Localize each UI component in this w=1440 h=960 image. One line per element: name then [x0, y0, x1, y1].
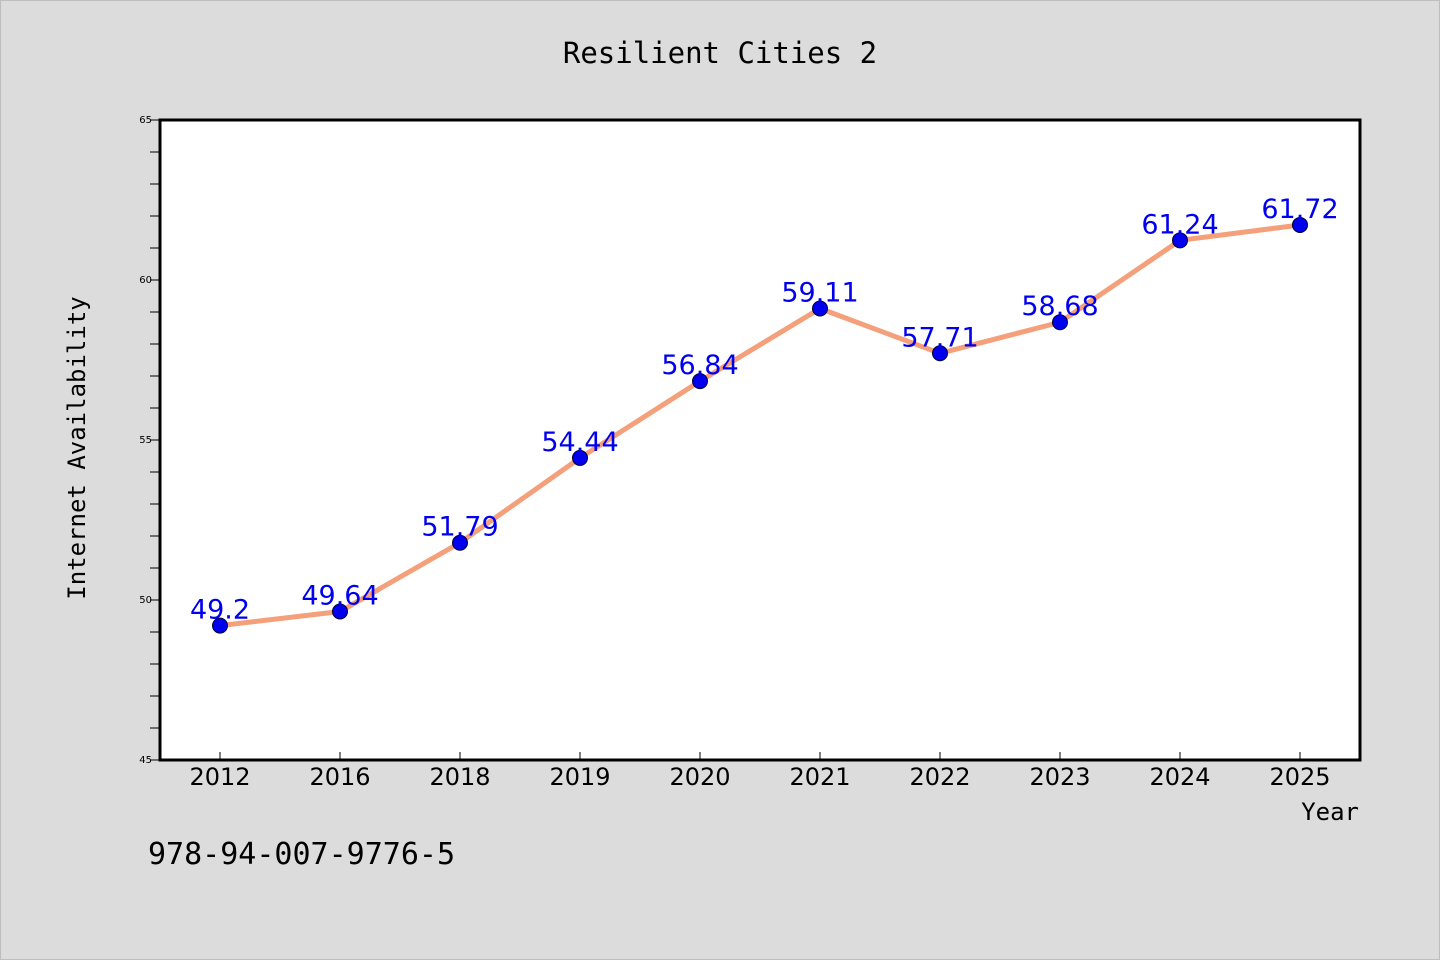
data-label: 51.79: [421, 512, 498, 543]
data-label: 54.44: [541, 427, 618, 458]
data-label: 59.11: [781, 277, 858, 308]
series-line: [217, 222, 1303, 629]
y-tick-label: 45: [139, 755, 152, 766]
data-point: [1052, 314, 1068, 331]
footer-code: 978-94-007-9776-5: [148, 837, 455, 872]
x-tick-label: 2012: [189, 763, 250, 791]
data-point: [452, 534, 468, 551]
data-label: 58.68: [1021, 291, 1098, 322]
y-tick-label: 50: [139, 595, 152, 606]
data-point: [572, 449, 588, 466]
y-tick-label: 55: [139, 435, 152, 446]
x-tick-label: 2025: [1269, 763, 1330, 791]
x-tick-label: 2024: [1149, 763, 1210, 791]
data-point: [812, 300, 828, 317]
data-point: [692, 373, 708, 390]
x-tick-label: 2021: [789, 763, 850, 791]
data-point: [332, 603, 348, 620]
x-tick-label: 2020: [669, 763, 730, 791]
x-tick-label: 2018: [429, 763, 490, 791]
x-tick-label: 2016: [309, 763, 370, 791]
data-point: [1292, 216, 1308, 233]
data-point: [1172, 232, 1188, 249]
x-tick-label: 2023: [1029, 763, 1090, 791]
plot-area: [158, 118, 1362, 762]
x-tick-label: 2019: [549, 763, 610, 791]
data-label: 49.64: [301, 581, 378, 612]
y-tick-label: 65: [139, 115, 152, 126]
data-label: 61.72: [1261, 194, 1338, 225]
x-tick-label: 2022: [909, 763, 970, 791]
x-axis-ticks: 2012 2016 2018 2019 2020 2021 2022 2023 2024 2025: [189, 752, 1331, 791]
y-axis-label: Internet Availability: [63, 296, 91, 599]
chart-title: Resilient Cities 2: [563, 36, 877, 70]
data-point: [932, 345, 948, 362]
data-label: 56.84: [661, 350, 738, 381]
data-label: 61.24: [1141, 209, 1218, 240]
y-axis-ticks: 45 50 55 60 65: [139, 115, 160, 766]
x-axis-label: Year: [1301, 798, 1359, 826]
data-point: [212, 617, 228, 634]
series-group: 49.2 49.64 51.79 54.44 56.84 59.11 57.71 58.68 6…: [190, 194, 1339, 634]
data-label: 49.2: [190, 595, 250, 626]
y-tick-label: 60: [139, 275, 152, 286]
data-label: 57.71: [901, 322, 978, 353]
